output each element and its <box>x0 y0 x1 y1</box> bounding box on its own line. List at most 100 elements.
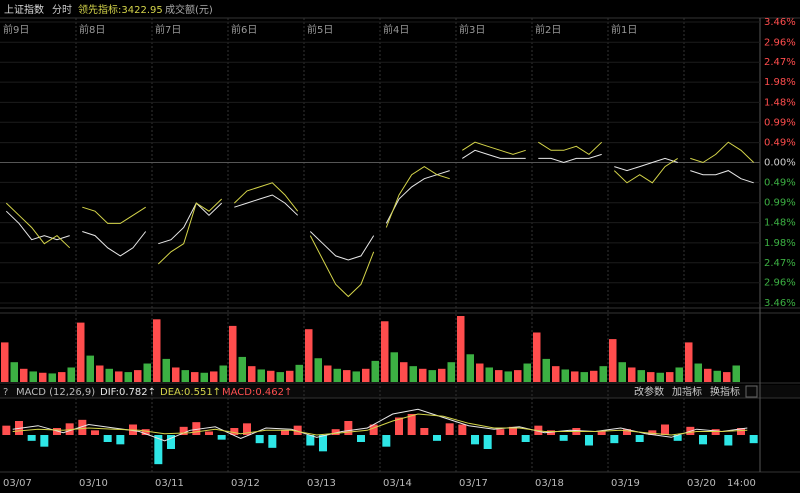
macd-bar <box>509 426 517 435</box>
volume-bar <box>295 364 303 382</box>
volume-bar <box>29 371 37 382</box>
macd-bar <box>255 435 264 444</box>
day-label: 前1日 <box>611 23 637 36</box>
macd-label: MACD:0.462↑ <box>222 387 292 398</box>
y-tick-label: 0.00% <box>764 158 796 169</box>
y-tick-label: 1.48% <box>764 97 796 108</box>
volume-bar <box>105 368 113 382</box>
volume-bar <box>153 319 161 382</box>
mode: 分时 <box>52 4 72 16</box>
volume-bar <box>314 358 322 382</box>
day-label: 前4日 <box>383 23 409 36</box>
day-label: 前9日 <box>3 23 29 36</box>
day-label: 前3日 <box>459 23 485 36</box>
volume-bar <box>219 365 227 382</box>
macd-bar <box>483 435 492 449</box>
button[interactable]: 加指标 <box>672 385 702 398</box>
x-tick-label: 14:00 <box>727 478 756 489</box>
volume-bar <box>685 342 693 382</box>
day-label: 前2日 <box>535 23 561 36</box>
volume-bar <box>466 354 474 382</box>
day-label: 前5日 <box>307 23 333 36</box>
volume-bar <box>333 368 341 382</box>
macd-bar <box>724 435 733 446</box>
volume-bar <box>599 366 607 382</box>
macd-bar <box>661 424 669 435</box>
volume-bar <box>409 366 417 382</box>
x-tick-label: 03/18 <box>535 478 564 489</box>
volume-bar <box>571 371 579 382</box>
close-button[interactable] <box>745 385 758 398</box>
y-tick-label: 2.47% <box>764 258 796 269</box>
volume-bar <box>238 356 246 382</box>
volume-bar <box>533 332 541 382</box>
volume-bar <box>428 370 436 382</box>
volume-bar <box>10 362 18 382</box>
volume-bar <box>419 368 427 382</box>
volume-bar <box>561 369 569 382</box>
macd-bar <box>445 423 454 435</box>
macd-bar <box>91 430 99 435</box>
button[interactable]: 换指标 <box>710 385 740 398</box>
y-tick-label: 3.46% <box>764 298 796 309</box>
volume-bar <box>713 370 721 382</box>
volume-bar <box>343 370 351 382</box>
button[interactable]: 改参数 <box>634 385 664 398</box>
day-label: 前6日 <box>231 23 257 36</box>
volume-bar <box>504 371 512 382</box>
macd-header: ? MACD (12,26,9) DIF:0.782↑ DEA:0.551↑ M… <box>0 385 800 398</box>
macd-bar <box>559 435 568 441</box>
y-tick-label: 0.49% <box>764 177 796 188</box>
macd-bar <box>407 414 416 435</box>
volume-bar <box>276 372 284 382</box>
macd-bar <box>154 435 163 465</box>
volume-bar <box>666 372 674 382</box>
volume-bar <box>438 368 446 382</box>
volume-bar <box>485 367 493 382</box>
volume-bar <box>352 371 360 382</box>
macd-bar <box>243 423 251 435</box>
macd-bar <box>53 428 61 435</box>
macd-bar <box>623 429 631 435</box>
y-tick-label: 0.99% <box>764 117 796 128</box>
volume-bar <box>58 372 66 382</box>
volume-bar <box>115 371 123 382</box>
y-tick-label: 3.46% <box>764 17 796 28</box>
macd-bar <box>357 435 365 442</box>
macd-bar <box>382 435 391 447</box>
macd-bar <box>141 429 150 435</box>
x-tick-label: 03/10 <box>79 478 108 489</box>
macd-bar <box>635 435 644 442</box>
x-tick-label: 03/07 <box>3 478 32 489</box>
macd-bar <box>521 435 530 442</box>
macd-bar <box>547 430 555 435</box>
macd-bar <box>496 429 505 435</box>
macd-bar <box>65 423 74 435</box>
volume-bar <box>542 358 550 382</box>
price-line <box>5 141 755 298</box>
macd-bar <box>192 422 201 435</box>
volume-bar <box>628 367 636 382</box>
volume-bar <box>39 372 47 382</box>
volume-bar <box>732 365 740 382</box>
volume-bar <box>637 370 645 382</box>
volume-bar <box>580 372 588 382</box>
macd-bar <box>331 429 340 435</box>
volume-bar <box>191 372 199 382</box>
leading: 领先指标:3422.95 <box>78 3 163 16</box>
help: ? <box>3 387 8 398</box>
volume-bar <box>390 352 398 382</box>
volume-bar <box>324 365 332 382</box>
macd-bar <box>167 435 175 449</box>
volume-bar <box>618 362 626 382</box>
macd-bar <box>673 435 682 441</box>
macd-bar <box>78 419 87 435</box>
macd-bar <box>369 424 378 435</box>
macd-bar <box>597 431 606 435</box>
y-tick-label: 1.48% <box>764 218 796 229</box>
volume-bar <box>210 371 218 382</box>
y-tick-label: 2.47% <box>764 57 796 68</box>
day-label: 前8日 <box>79 23 105 36</box>
